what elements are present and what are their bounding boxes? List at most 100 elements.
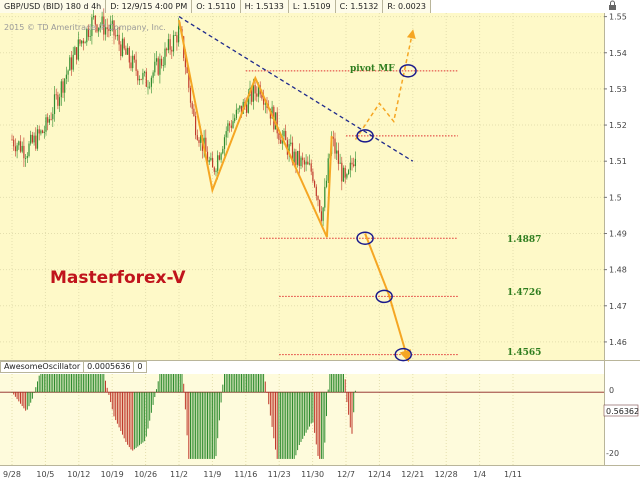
- osc-bar: [271, 392, 273, 427]
- candle-body: [18, 141, 20, 146]
- target-circle[interactable]: [375, 289, 393, 304]
- candle-body: [351, 162, 353, 165]
- candle-body: [60, 81, 62, 98]
- osc-bar: [198, 392, 200, 459]
- osc-bar: [93, 374, 95, 393]
- candle-body: [314, 181, 316, 187]
- osc-bar: [167, 374, 169, 393]
- osc-bar: [82, 374, 84, 393]
- candle-body: [191, 102, 193, 109]
- y-tick-label: 1.52: [609, 121, 627, 130]
- candle-body: [310, 163, 312, 172]
- osc-bar: [156, 389, 157, 393]
- candle-body: [353, 164, 355, 167]
- candle-body: [320, 211, 322, 221]
- candle-body: [307, 161, 309, 165]
- candle-body: [45, 117, 47, 132]
- osc-bar: [225, 374, 227, 393]
- osc-bar: [351, 392, 353, 434]
- candle-body: [59, 97, 61, 106]
- osc-bar: [35, 387, 37, 393]
- candle-body: [276, 112, 278, 134]
- x-tick-label: 12/21: [401, 470, 424, 479]
- osc-bar: [64, 374, 66, 393]
- candle-body: [154, 61, 156, 73]
- oscillator-value: 0.0005636: [83, 361, 135, 373]
- target-circle[interactable]: [356, 129, 374, 143]
- osc-bar: [331, 374, 333, 393]
- osc-bar: [74, 374, 76, 393]
- osc-bar: [319, 392, 321, 459]
- osc-bar: [130, 392, 132, 450]
- candle-body: [74, 47, 76, 55]
- osc-bar: [297, 392, 299, 451]
- osc-bar: [13, 392, 15, 395]
- candle-body: [246, 104, 248, 113]
- osc-bar: [37, 381, 38, 393]
- symbol-label[interactable]: GBP/USD (BID) 180 d 4h: [0, 0, 107, 13]
- osc-bar: [42, 374, 44, 393]
- osc-bar: [67, 374, 69, 393]
- candle-body: [346, 174, 348, 178]
- candle-body: [271, 106, 273, 119]
- target-circle[interactable]: [399, 64, 417, 78]
- candle-body: [162, 65, 164, 67]
- osc-bar: [332, 374, 334, 393]
- candle-body: [198, 139, 200, 143]
- candle-body: [317, 196, 319, 201]
- osc-bar: [188, 392, 190, 459]
- candle-body: [189, 87, 192, 103]
- candle-body: [133, 55, 135, 60]
- osc-bar: [86, 374, 88, 393]
- candle-body: [298, 150, 300, 166]
- osc-bar: [302, 392, 304, 439]
- osc-bar: [101, 374, 103, 393]
- candle-body: [210, 158, 212, 161]
- candle-body: [96, 24, 98, 32]
- osc-bar: [106, 387, 108, 393]
- candle-body: [77, 39, 79, 60]
- osc-bar: [266, 392, 268, 393]
- osc-bar: [31, 392, 33, 399]
- osc-bar: [45, 374, 47, 393]
- osc-tick-0: 0: [609, 386, 614, 395]
- osc-bar: [128, 392, 130, 448]
- osc-bar: [179, 374, 181, 393]
- osc-bar: [84, 374, 86, 393]
- osc-bar: [241, 374, 242, 393]
- osc-bar: [292, 392, 293, 459]
- osc-bar: [293, 392, 295, 459]
- lock-icon[interactable]: [609, 0, 616, 10]
- candle-body: [229, 123, 231, 126]
- date-label: D: 12/9/15 4:00 PM: [106, 0, 193, 13]
- osc-bar: [135, 392, 137, 448]
- candle-body: [157, 58, 159, 75]
- candle-body: [145, 71, 147, 87]
- osc-bar: [208, 392, 210, 459]
- osc-bar: [91, 374, 93, 393]
- candle-body: [149, 86, 151, 88]
- candle-body: [30, 134, 32, 144]
- oscillator-param: 0: [133, 361, 147, 373]
- osc-bar: [222, 384, 224, 393]
- candle-body: [186, 67, 188, 73]
- osc-bar: [105, 380, 106, 393]
- candle-body: [252, 84, 254, 102]
- candle-body: [130, 62, 132, 69]
- osc-bar: [96, 374, 98, 393]
- plot-area[interactable]: [0, 13, 604, 360]
- osc-bar: [173, 374, 174, 393]
- osc-bar: [110, 392, 112, 403]
- target-circle[interactable]: [394, 347, 413, 362]
- target-circle[interactable]: [356, 231, 374, 245]
- osc-bar: [18, 392, 20, 402]
- candle-body: [72, 54, 74, 70]
- osc-bar: [224, 374, 225, 393]
- osc-bar: [120, 392, 122, 432]
- candle-body: [115, 35, 117, 37]
- oscillator-name[interactable]: AwesomeOscillator: [0, 361, 85, 373]
- candle-body: [70, 57, 73, 70]
- trend-line: [178, 16, 414, 162]
- candle-body: [103, 16, 105, 35]
